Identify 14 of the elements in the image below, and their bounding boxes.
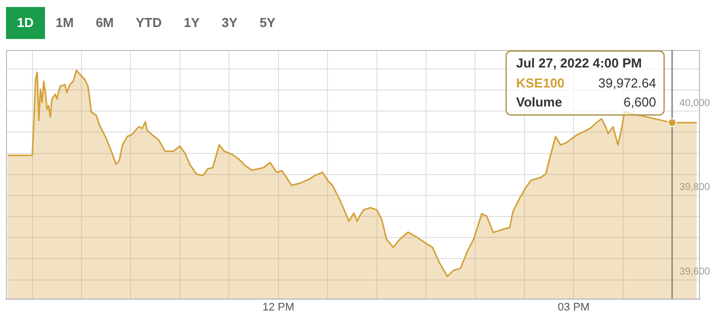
annotation: Jul 27, 2022 4:00 PM — [516, 56, 642, 71]
text: 1D — [6, 7, 45, 39]
text: KSE100 — [516, 76, 565, 91]
text: 1M — [54, 14, 75, 32]
text: 1Y — [182, 14, 201, 32]
text: 5Y — [258, 14, 276, 32]
data-label: 39,972.64 — [598, 76, 656, 91]
text: 6M — [94, 14, 115, 32]
annotation: 6,600 — [624, 94, 656, 110]
text: 3Y — [220, 14, 239, 32]
x-tick-label: 03 PM — [558, 301, 590, 314]
text: YTD — [134, 14, 163, 32]
x-tick-label: 12 PM — [262, 301, 294, 314]
annotation: Volume — [516, 94, 562, 110]
